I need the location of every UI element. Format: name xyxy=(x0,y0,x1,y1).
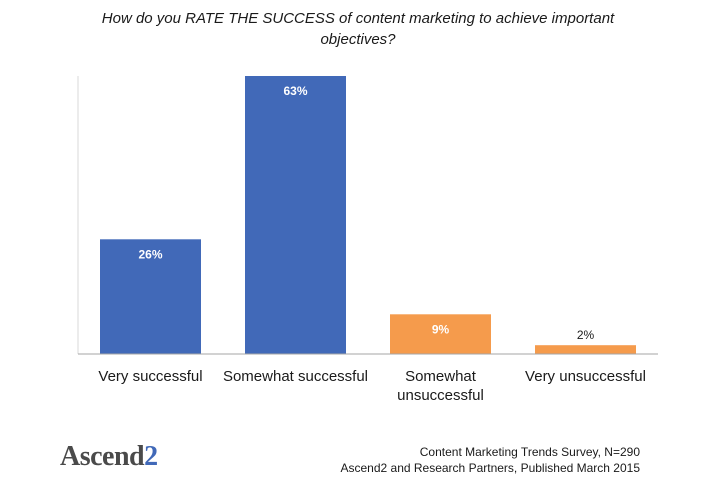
bar-1 xyxy=(100,239,201,354)
bar-2 xyxy=(245,76,346,354)
source-line-2: Ascend2 and Research Partners, Published… xyxy=(340,461,640,475)
chart-title: How do you RATE THE SUCCESS of content m… xyxy=(101,10,615,48)
bar-4 xyxy=(535,345,636,354)
category-label-4: Very unsuccessful xyxy=(525,368,646,385)
data-label-4: 2% xyxy=(577,328,595,342)
ascend2-logo: Ascend2 xyxy=(60,441,158,473)
logo-text-accent: 2 xyxy=(144,441,158,472)
category-label-1: Very successful xyxy=(98,368,203,385)
source-note: Content Marketing Trends Survey, N=290 A… xyxy=(340,444,640,476)
category-label-3: Somewhat unsuccessful xyxy=(397,368,484,404)
logo-text-main: Ascend xyxy=(60,441,145,472)
category-label-2: Somewhat successful xyxy=(222,368,369,385)
source-line-1: Content Marketing Trends Survey, N=290 xyxy=(419,445,640,459)
data-label-3: 9% xyxy=(432,322,450,336)
data-label-1: 26% xyxy=(138,247,162,261)
data-label-2: 63% xyxy=(283,84,307,98)
bar-3 xyxy=(390,314,491,354)
